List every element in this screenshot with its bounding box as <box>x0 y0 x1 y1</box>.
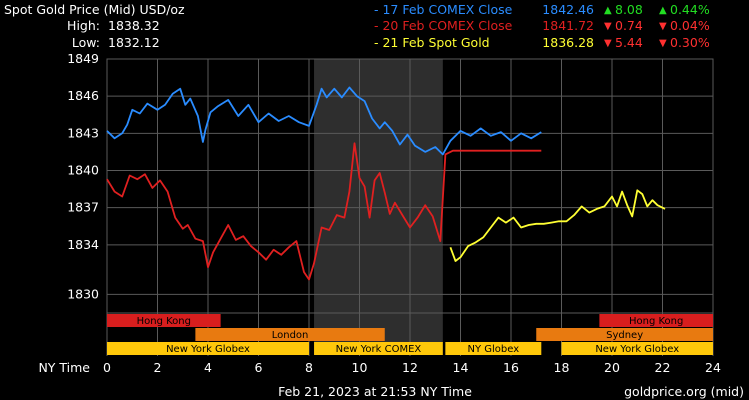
legend-row-21feb: - 21 Feb Spot Gold 1836.28 ▼ 5.44 ▼ 0.30… <box>374 35 710 50</box>
session-label: Hong Kong <box>137 316 191 327</box>
x-tick-label: 6 <box>255 360 263 375</box>
legend-label: - 20 Feb COMEX Close <box>374 18 513 33</box>
x-tick-label: 4 <box>204 360 212 375</box>
session-label: Hong Kong <box>629 316 683 327</box>
y-tick-label: 1846 <box>67 88 99 103</box>
timestamp: Feb 21, 2023 at 21:53 NY Time <box>278 384 472 399</box>
y-tick-label: 1840 <box>67 163 99 178</box>
x-tick-label: 10 <box>352 360 368 375</box>
low-label: Low: <box>72 35 100 50</box>
x-axis-name: NY Time <box>38 360 90 375</box>
x-tick-label: 8 <box>305 360 313 375</box>
legend-price: 1841.72 <box>542 18 594 33</box>
series-line <box>106 142 542 281</box>
session-bar <box>107 342 309 355</box>
legend-pct: 0.04% <box>670 18 710 33</box>
comex-shade-band <box>314 59 443 343</box>
low-value: 1832.12 <box>108 35 160 50</box>
legend-change: 8.08 <box>615 2 643 17</box>
session-bar <box>561 342 713 355</box>
legend-change: 5.44 <box>615 35 643 50</box>
session-label: New York Globex <box>166 344 250 355</box>
session-bar <box>536 328 713 341</box>
session-bar <box>195 328 385 341</box>
session-bar <box>445 342 542 355</box>
y-tick-label: 1830 <box>67 286 99 301</box>
y-tick-label: 1837 <box>67 200 99 215</box>
session-label: New York Globex <box>595 344 679 355</box>
y-tick-label: 1849 <box>67 51 99 66</box>
session-bar <box>599 314 713 327</box>
legend-price: 1842.46 <box>542 2 594 17</box>
session-bar <box>314 342 443 355</box>
legend-row-17feb: - 17 Feb COMEX Close 1842.46 ▲ 8.08 ▲ 0.… <box>374 2 710 17</box>
legend-label: - 17 Feb COMEX Close <box>374 2 513 17</box>
session-label: New York COMEX <box>336 344 422 355</box>
down-arrow-icon: ▼ <box>659 21 667 32</box>
y-axis: 1830 1834 1837 1840 1843 1846 1849 <box>67 51 99 301</box>
session-label: Sydney <box>606 330 643 341</box>
x-tick-label: 20 <box>604 360 620 375</box>
y-tick-label: 1834 <box>67 237 99 252</box>
up-arrow-icon: ▲ <box>604 5 612 16</box>
x-tick-label: 22 <box>655 360 671 375</box>
y-tick-label: 1843 <box>67 125 99 140</box>
high-label: High: <box>67 18 100 33</box>
comex-hours-shade <box>314 59 443 343</box>
x-tick-label: 0 <box>103 360 111 375</box>
x-tick-label: 12 <box>402 360 418 375</box>
down-arrow-icon: ▼ <box>659 38 667 49</box>
down-arrow-icon: ▼ <box>604 38 612 49</box>
legend-pct: 0.44% <box>670 2 710 17</box>
up-arrow-icon: ▲ <box>659 5 667 16</box>
chart-title: Spot Gold Price (Mid) USD/oz <box>4 2 185 17</box>
series-line <box>106 86 542 156</box>
x-tick-label: 18 <box>554 360 570 375</box>
legend-row-20feb: - 20 Feb COMEX Close 1841.72 ▼ 0.74 ▼ 0.… <box>374 18 710 33</box>
session-bar <box>107 314 221 327</box>
session-label: NY Globex <box>467 344 519 355</box>
x-tick-label: 16 <box>503 360 519 375</box>
session-label: London <box>272 330 309 341</box>
legend-pct: 0.30% <box>670 35 710 50</box>
market-sessions: Hong Kong Hong Kong London Sydney New York G… <box>107 314 713 355</box>
x-axis: 0 2 4 6 8 10 12 14 16 18 20 22 24 <box>103 360 721 375</box>
legend-label: - 21 Feb Spot Gold <box>374 35 490 50</box>
legend-price: 1836.28 <box>542 35 594 50</box>
down-arrow-icon: ▼ <box>604 21 612 32</box>
x-tick-label: 2 <box>154 360 162 375</box>
high-value: 1838.32 <box>108 18 160 33</box>
x-tick-label: 24 <box>705 360 721 375</box>
grid <box>106 58 714 356</box>
legend-change: 0.74 <box>615 18 643 33</box>
source-credit: goldprice.org (mid) <box>624 384 744 399</box>
x-tick-label: 14 <box>453 360 469 375</box>
series-line <box>449 189 666 262</box>
price-series <box>106 86 666 281</box>
